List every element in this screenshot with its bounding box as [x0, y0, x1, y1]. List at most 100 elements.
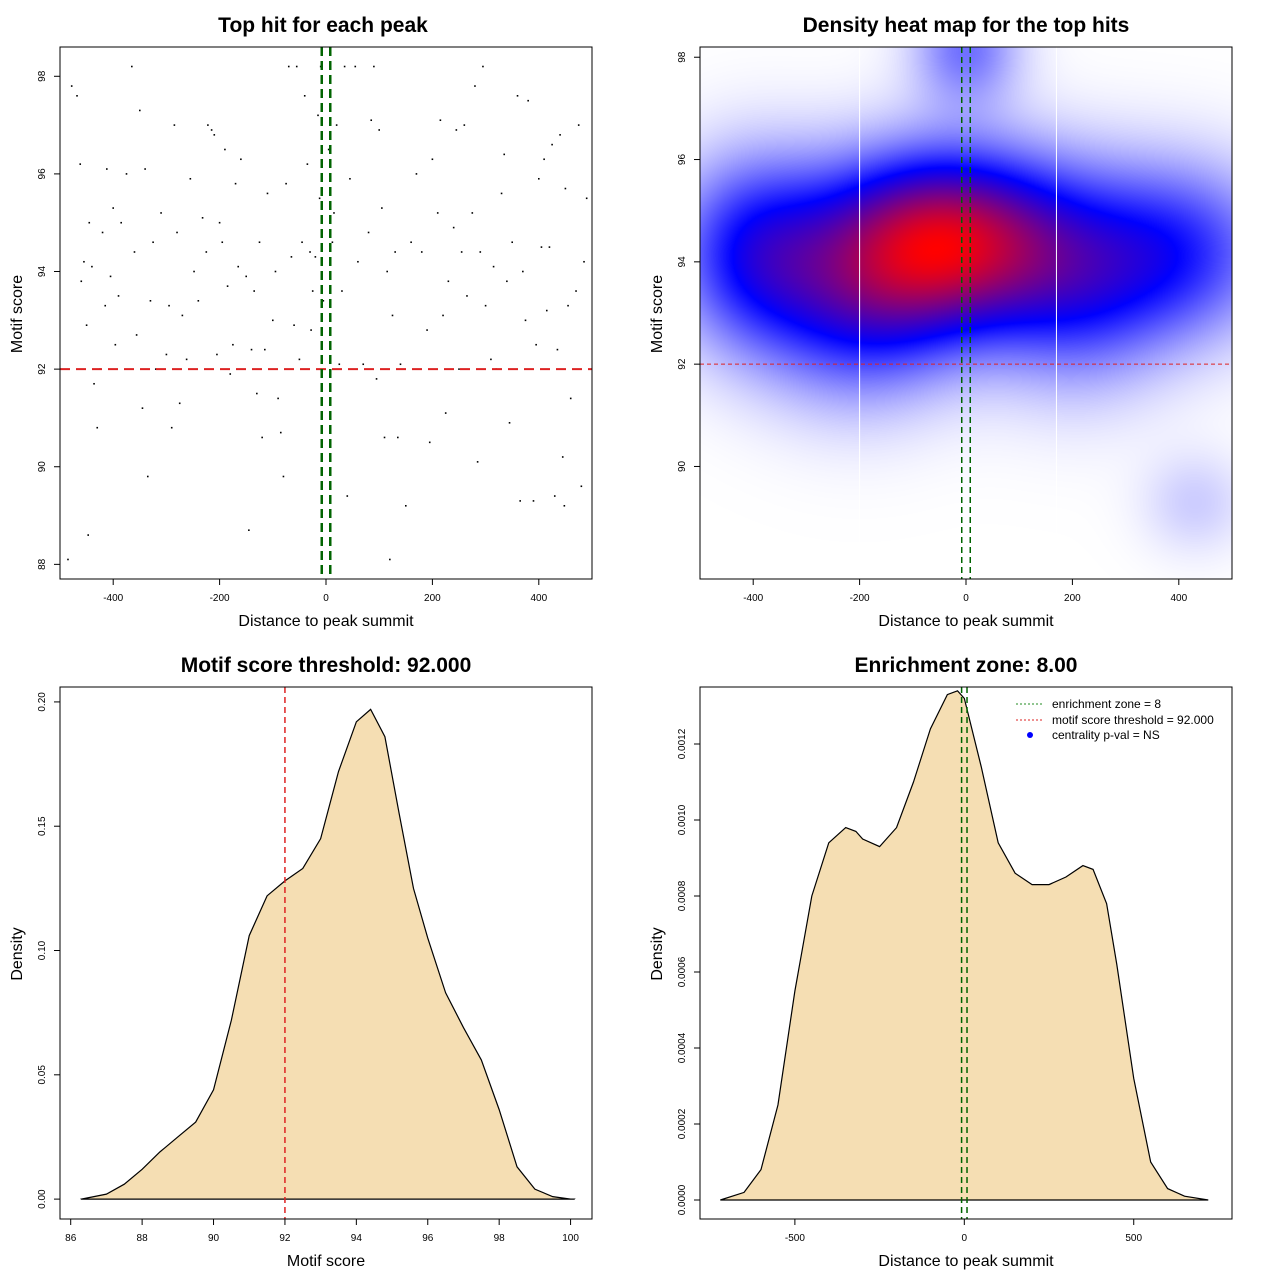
scatter-point: [322, 300, 325, 302]
heatmap-plot-frame: [699, 46, 1233, 580]
x-tick-label: 400: [530, 593, 547, 604]
scatter-plot-frame: [59, 46, 593, 580]
scatter-point: [261, 436, 263, 439]
scatter-point: [240, 158, 242, 161]
scatter-point: [386, 270, 388, 273]
scatter-point: [551, 143, 553, 146]
scatter-point: [234, 182, 237, 185]
scatter-xlabel: Distance to peak summit: [238, 613, 414, 630]
scatter-point: [479, 251, 482, 253]
scatter-point: [426, 329, 428, 331]
scatter-point: [476, 461, 479, 463]
scatter-point: [298, 358, 301, 361]
scatter-point: [232, 343, 234, 346]
scatter-point: [338, 363, 341, 366]
scatter-point: [460, 251, 463, 253]
scatter-point: [405, 504, 407, 507]
heatmap-ticks: -400 -200 0 200 400 90 92 94 96 98: [677, 51, 1188, 604]
scatter-point: [256, 392, 258, 395]
scatter-point: [91, 265, 93, 268]
scatter-point: [221, 241, 224, 244]
scatter-point: [133, 251, 136, 253]
score-density-ticks: 86 88 90 92 94 96 98 100 0.00 0.05 0.10 0.15 0.20: [37, 692, 579, 1244]
scatter-point: [535, 343, 537, 346]
x-tick-label: 90: [208, 1233, 220, 1244]
scatter-point: [563, 504, 566, 507]
scatter-point: [197, 300, 200, 302]
scatter-point: [452, 226, 455, 229]
scatter-points: [67, 65, 588, 561]
scatter-point: [149, 300, 152, 302]
scatter-point: [146, 475, 149, 478]
x-tick-label: 0: [962, 1233, 968, 1244]
x-tick-label: 0: [323, 593, 329, 604]
scatter-point: [482, 65, 484, 68]
scatter-point: [367, 231, 370, 234]
scatter-point: [585, 197, 588, 200]
y-tick-label: 90: [37, 461, 48, 473]
heatmap-density-raster: [700, 47, 1232, 579]
scatter-point: [205, 251, 208, 253]
scatter-point: [67, 558, 69, 561]
scatter-point: [264, 348, 266, 351]
y-tick-label: 0.0004: [677, 1032, 688, 1063]
scatter-point: [484, 304, 487, 307]
scatter-point: [474, 85, 476, 87]
y-tick-label: 94: [677, 256, 688, 268]
scatter-point: [154, 368, 157, 370]
scatter-point: [389, 558, 391, 561]
scatter-point: [370, 119, 373, 122]
scatter-point: [341, 290, 343, 292]
scatter-point: [79, 163, 82, 165]
x-tick-label: -200: [850, 593, 870, 604]
scatter-point: [500, 192, 503, 195]
legend-centrality-label: centrality p-val = NS: [1052, 728, 1160, 742]
scatter-point: [290, 256, 293, 258]
scatter-point: [506, 280, 508, 283]
distance-density-panel: Enrichment zone: 8.00 Distance to peak s…: [649, 654, 1233, 1270]
scatter-point: [120, 221, 122, 224]
scatter-point: [442, 314, 444, 317]
distance-density-ylabel: Density: [649, 927, 666, 980]
scatter-point: [428, 441, 431, 444]
scatter-point: [178, 402, 181, 405]
legend-enrichment-zone-label: enrichment zone = 8: [1052, 697, 1161, 711]
scatter-point: [176, 231, 178, 234]
y-tick-label: 0.0012: [677, 728, 688, 759]
y-tick-label: 90: [677, 460, 688, 472]
scatter-point: [139, 109, 141, 112]
scatter-point: [540, 246, 543, 248]
scatter-point: [527, 99, 529, 102]
scatter-point: [399, 363, 402, 366]
scatter-point: [490, 358, 492, 361]
y-tick-label: 0.00: [37, 1189, 48, 1209]
y-tick-label: 0.15: [37, 816, 48, 836]
heatmap-title: Density heat map for the top hits: [803, 14, 1130, 37]
scatter-point: [250, 348, 253, 351]
scatter-point: [519, 500, 521, 502]
scatter-point: [375, 378, 378, 380]
scatter-point: [455, 129, 458, 131]
scatter-point: [310, 329, 312, 331]
scatter-point: [357, 260, 359, 263]
scatter-point: [152, 241, 154, 244]
scatter-point: [76, 95, 78, 97]
x-tick-label: 100: [562, 1233, 579, 1244]
scatter-point: [224, 148, 226, 151]
scatter-point: [381, 207, 383, 209]
x-tick-label: 86: [65, 1233, 77, 1244]
scatter-point: [83, 260, 85, 263]
scatter-point: [436, 212, 439, 214]
x-tick-label: -500: [785, 1233, 805, 1244]
scatter-point: [564, 187, 567, 190]
y-tick-label: 92: [677, 358, 688, 370]
scatter-point: [458, 368, 460, 370]
score-density-curve: [81, 708, 575, 1200]
y-tick-label: 96: [37, 168, 48, 180]
scatter-point: [522, 270, 524, 273]
scatter-point: [303, 95, 306, 97]
y-tick-label: 96: [677, 154, 688, 166]
scatter-point: [410, 241, 412, 244]
scatter-point: [201, 217, 204, 219]
